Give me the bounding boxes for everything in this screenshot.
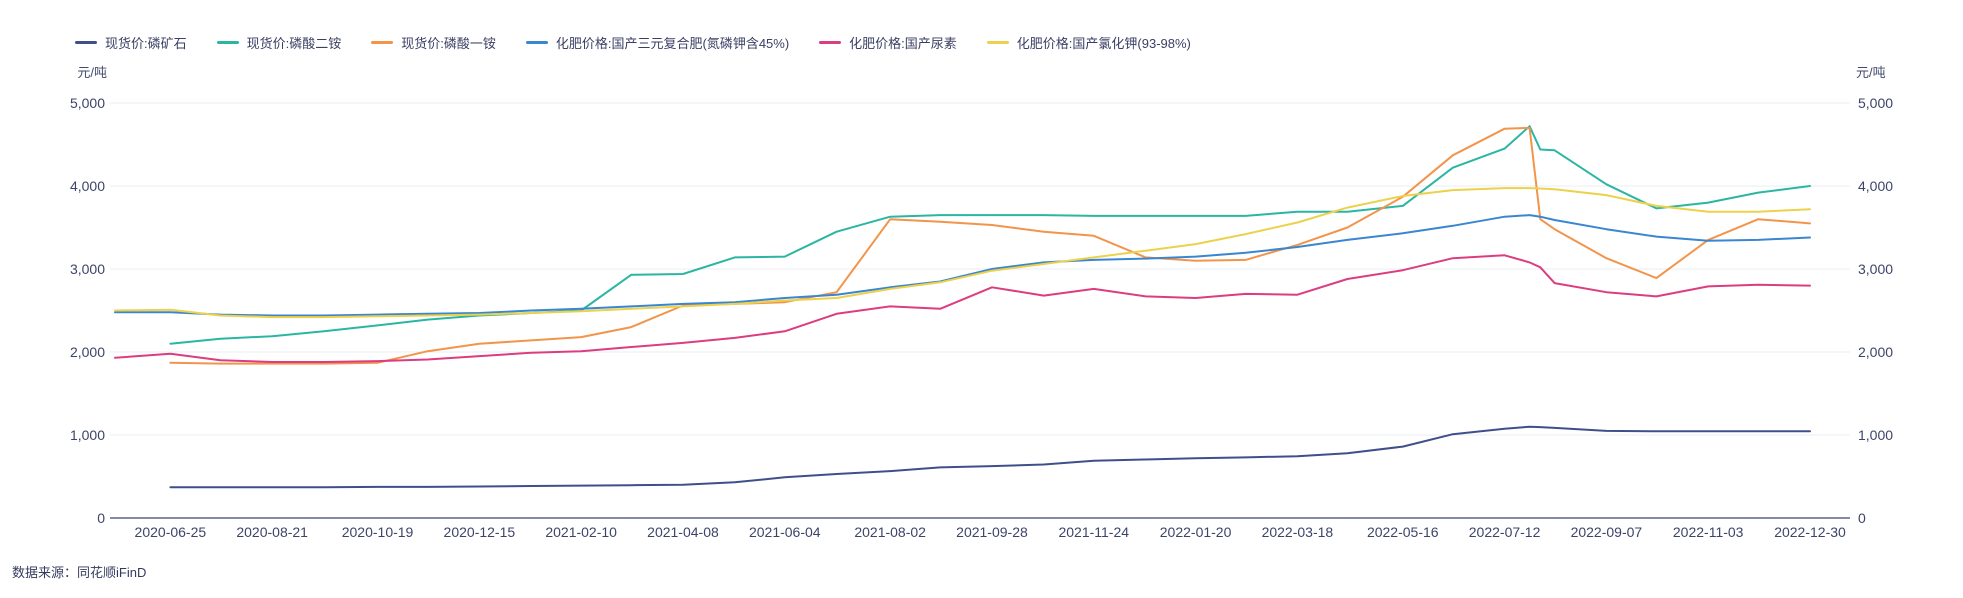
- legend-swatch-icon: [525, 41, 548, 44]
- data-source-note: 数据来源：同花顺iFinD: [12, 565, 147, 580]
- y-tick-label-left: 3,000: [69, 261, 105, 277]
- y-tick-label-right: 5,000: [1858, 95, 1894, 111]
- x-tick-label: 2020-08-21: [236, 524, 308, 540]
- series-line: [114, 254, 1811, 363]
- x-tick-label: 2022-01-20: [1159, 524, 1232, 540]
- legend-label: 现货价:磷酸二铵: [246, 36, 342, 51]
- y-tick-label-right: 3,000: [1858, 261, 1894, 277]
- legend-item[interactable]: 化肥价格:国产尿素: [819, 33, 957, 52]
- legend-label: 化肥价格:国产三元复合肥(氮磷钾含45%): [555, 36, 790, 51]
- y-tick-label-left: 1,000: [69, 427, 105, 443]
- x-tick-label: 2020-06-25: [134, 524, 207, 540]
- legend-item[interactable]: 化肥价格:国产三元复合肥(氮磷钾含45%): [525, 33, 790, 52]
- chart-legend: 现货价:磷矿石 现货价:磷酸二铵 现货价:磷酸一铵 化肥价格:国产三元复合肥(氮磷钾含…: [75, 33, 1191, 52]
- y-tick-label-left: 5,000: [69, 95, 105, 111]
- series-line: [169, 126, 1811, 365]
- legend-swatch-icon: [75, 41, 97, 44]
- y-tick-label-left: 4,000: [69, 178, 105, 194]
- series-line: [114, 214, 1811, 317]
- legend-swatch-icon: [371, 41, 394, 44]
- legend-swatch-icon: [216, 41, 239, 44]
- series-line: [114, 187, 1811, 319]
- legend-label: 化肥价格:国产尿素: [849, 36, 957, 51]
- legend-swatch-icon: [819, 41, 842, 44]
- y-tick-label-right: 4,000: [1858, 178, 1894, 194]
- x-tick-label: 2021-04-08: [647, 524, 719, 540]
- x-tick-label: 2021-11-24: [1058, 524, 1130, 540]
- y-axis-unit-right: 元/吨: [1856, 65, 1886, 80]
- x-tick-label: 2022-05-16: [1366, 524, 1439, 540]
- x-tick-label: 2022-12-30: [1774, 524, 1846, 540]
- x-tick-label: 2022-09-07: [1570, 524, 1643, 540]
- legend-item[interactable]: 化肥价格:国产氯化钾(93-98%): [986, 33, 1191, 52]
- legend-item[interactable]: 现货价:磷酸一铵: [371, 33, 496, 52]
- x-tick-label: 2021-09-28: [956, 524, 1028, 540]
- legend-label: 现货价:磷矿石: [105, 36, 187, 51]
- legend-label: 现货价:磷酸一铵: [401, 36, 496, 51]
- legend-item[interactable]: 现货价:磷矿石: [75, 33, 187, 52]
- x-tick-label: 2022-11-03: [1672, 524, 1744, 540]
- legend-item[interactable]: 现货价:磷酸二铵: [216, 33, 342, 52]
- legend-label: 化肥价格:国产氯化钾(93-98%): [1016, 36, 1191, 51]
- y-tick-label-right: 1,000: [1858, 427, 1894, 443]
- series-line: [169, 425, 1811, 489]
- series-line: [169, 125, 1811, 345]
- y-tick-label-left: 2,000: [69, 344, 105, 360]
- x-tick-label: 2020-12-15: [443, 524, 516, 540]
- x-tick-label: 2020-10-19: [341, 524, 414, 540]
- y-tick-label-left: 0: [97, 510, 105, 526]
- x-tick-label: 2022-03-18: [1261, 524, 1334, 540]
- x-tick-label: 2021-08-02: [854, 524, 926, 540]
- legend-swatch-icon: [986, 41, 1009, 44]
- y-tick-label-right: 0: [1858, 510, 1866, 526]
- x-tick-label: 2022-07-12: [1468, 524, 1541, 540]
- x-tick-label: 2021-06-04: [748, 524, 821, 540]
- y-axis-unit-left: 元/吨: [77, 65, 107, 80]
- x-tick-label: 2021-02-10: [545, 524, 617, 540]
- y-tick-label-right: 2,000: [1858, 344, 1894, 360]
